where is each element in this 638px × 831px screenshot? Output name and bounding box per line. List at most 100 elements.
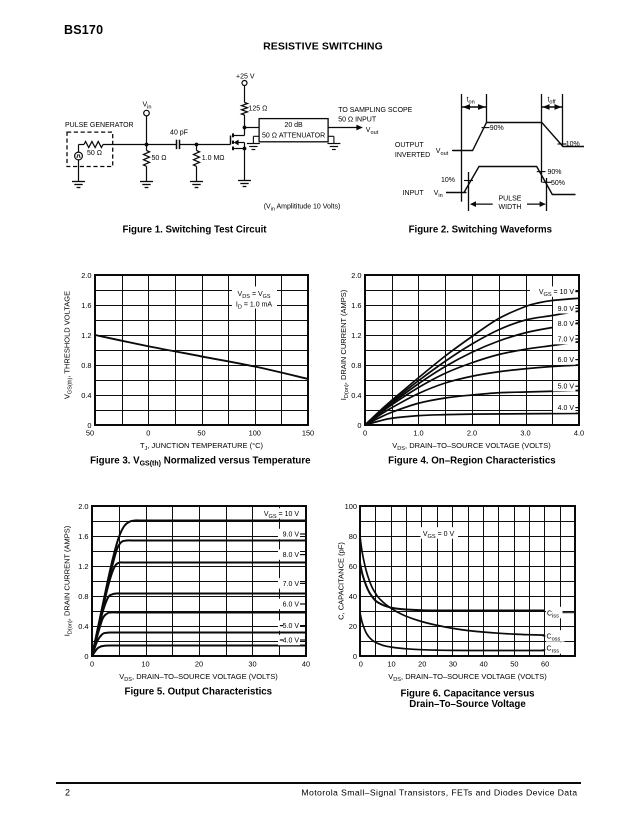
svg-text:VDS, DRAIN–TO–SOURCE VOLTAGE (: VDS, DRAIN–TO–SOURCE VOLTAGE (VOLTS) — [119, 672, 278, 683]
svg-text:10: 10 — [141, 660, 149, 669]
svg-text:ID(on), DRAIN CURRENT (AMPS): ID(on), DRAIN CURRENT (AMPS) — [63, 525, 74, 636]
svg-text:toff: toff — [547, 97, 556, 106]
svg-text:1.0 MΩ: 1.0 MΩ — [202, 155, 225, 162]
svg-text:Motorola Small–Signal Transist: Motorola Small–Signal Transistors, FETs … — [301, 787, 577, 797]
svg-text:Vin: Vin — [142, 102, 151, 111]
svg-text:INVERTED: INVERTED — [395, 152, 430, 159]
svg-text:0: 0 — [84, 652, 88, 661]
svg-text:3.0: 3.0 — [520, 428, 530, 437]
svg-text:Figure 3. VGS(th) Normalized v: Figure 3. VGS(th) Normalized versus Temp… — [90, 456, 311, 468]
svg-text:C, CAPACITANCE (pF): C, CAPACITANCE (pF) — [337, 542, 346, 620]
svg-text:VGS = 10 V: VGS = 10 V — [264, 511, 299, 520]
svg-text:0.8: 0.8 — [81, 361, 91, 370]
svg-text:Figure 5. Output Characteristi: Figure 5. Output Characteristics — [125, 687, 273, 698]
svg-text:1.6: 1.6 — [78, 532, 88, 541]
svg-text:1.2: 1.2 — [81, 331, 91, 340]
svg-text:+25 V: +25 V — [236, 74, 255, 81]
svg-text:150: 150 — [302, 428, 314, 437]
svg-text:0: 0 — [359, 660, 363, 669]
svg-text:Coss: Coss — [547, 634, 561, 643]
svg-text:10%: 10% — [566, 141, 580, 148]
svg-text:VGS = 10 V: VGS = 10 V — [539, 289, 574, 298]
svg-text:60: 60 — [541, 660, 549, 669]
svg-text:20: 20 — [418, 660, 426, 669]
svg-text:1.6: 1.6 — [81, 301, 91, 310]
svg-text:9.0 V: 9.0 V — [283, 532, 300, 539]
svg-text:PULSE: PULSE — [499, 196, 522, 203]
svg-text:40: 40 — [349, 592, 357, 601]
svg-text:0: 0 — [357, 421, 361, 430]
svg-text:20 dB: 20 dB — [284, 122, 303, 129]
svg-text:Vout: Vout — [436, 148, 449, 157]
svg-text:50%: 50% — [551, 180, 565, 187]
svg-text:Vin: Vin — [434, 190, 443, 199]
svg-text:VGS = 0 V: VGS = 0 V — [423, 531, 455, 540]
svg-text:BS170: BS170 — [64, 23, 103, 37]
svg-text:PULSE GENERATOR: PULSE GENERATOR — [65, 122, 134, 129]
svg-text:60: 60 — [349, 562, 357, 571]
svg-text:Vout: Vout — [366, 127, 379, 136]
svg-text:VDS = VGS: VDS = VGS — [238, 291, 271, 300]
svg-text:VDS, DRAIN–TO–SOURCE VOLTAGE (: VDS, DRAIN–TO–SOURCE VOLTAGE (VOLTS) — [392, 441, 551, 452]
svg-text:TJ, JUNCTION TEMPERATURE (°C): TJ, JUNCTION TEMPERATURE (°C) — [140, 441, 264, 452]
svg-text:0: 0 — [87, 421, 91, 430]
svg-text:2.0: 2.0 — [351, 271, 361, 280]
svg-text:40: 40 — [480, 660, 488, 669]
svg-text:50: 50 — [197, 428, 205, 437]
svg-text:0: 0 — [363, 428, 367, 437]
svg-text:6.0 V: 6.0 V — [283, 602, 300, 609]
svg-text:0.8: 0.8 — [78, 592, 88, 601]
svg-text:2.0: 2.0 — [467, 428, 477, 437]
svg-text:10: 10 — [387, 660, 395, 669]
svg-text:0.4: 0.4 — [351, 391, 361, 400]
svg-text:ID(on), DRAIN CURRENT (AMPS): ID(on), DRAIN CURRENT (AMPS) — [339, 289, 350, 400]
svg-text:50: 50 — [86, 428, 94, 437]
svg-text:4.0 V: 4.0 V — [283, 638, 300, 645]
svg-text:20: 20 — [349, 622, 357, 631]
svg-text:VDS, DRAIN–TO–SOURCE VOLTAGE (: VDS, DRAIN–TO–SOURCE VOLTAGE (VOLTS) — [388, 672, 547, 683]
svg-text:40 pF: 40 pF — [170, 130, 188, 137]
svg-text:7.0 V: 7.0 V — [283, 581, 300, 588]
svg-text:Figure 6. Capacitance versus: Figure 6. Capacitance versus — [400, 689, 534, 700]
svg-text:0.4: 0.4 — [81, 391, 91, 400]
svg-text:2.0: 2.0 — [78, 502, 88, 511]
svg-text:10%: 10% — [441, 177, 455, 184]
svg-text:Figure 2. Switching Waveforms: Figure 2. Switching Waveforms — [409, 224, 552, 235]
svg-text:(Vin Amplititude 10 Volts): (Vin Amplititude 10 Volts) — [264, 204, 341, 213]
svg-text:100: 100 — [345, 502, 357, 511]
svg-text:VGS(th), THRESHOLD VOLTAGE: VGS(th), THRESHOLD VOLTAGE — [63, 291, 74, 399]
svg-text:0: 0 — [353, 652, 357, 661]
svg-text:30: 30 — [248, 660, 256, 669]
svg-text:50 Ω INPUT: 50 Ω INPUT — [338, 117, 377, 124]
svg-text:4.0 V: 4.0 V — [558, 405, 575, 412]
svg-text:4.0: 4.0 — [574, 428, 584, 437]
svg-text:Ciss: Ciss — [547, 610, 559, 619]
svg-text:0.4: 0.4 — [78, 622, 88, 631]
svg-text:7.0 V: 7.0 V — [558, 337, 575, 344]
svg-text:8.0 V: 8.0 V — [283, 552, 300, 559]
svg-text:INPUT: INPUT — [403, 190, 425, 197]
svg-text:1.2: 1.2 — [78, 562, 88, 571]
svg-text:40: 40 — [302, 660, 310, 669]
svg-text:5.0 V: 5.0 V — [283, 623, 300, 630]
svg-text:Crss: Crss — [547, 646, 560, 655]
svg-text:1.2: 1.2 — [351, 331, 361, 340]
svg-text:80: 80 — [349, 532, 357, 541]
svg-text:20: 20 — [195, 660, 203, 669]
svg-text:100: 100 — [249, 428, 261, 437]
svg-text:Figure 4. On–Region Characteri: Figure 4. On–Region Characteristics — [388, 456, 555, 467]
svg-text:RESISTIVE SWITCHING: RESISTIVE SWITCHING — [263, 41, 383, 53]
svg-text:0: 0 — [146, 428, 150, 437]
svg-text:1.0: 1.0 — [413, 428, 423, 437]
svg-text:ton: ton — [467, 97, 475, 106]
svg-text:2.0: 2.0 — [81, 271, 91, 280]
svg-text:9.0 V: 9.0 V — [558, 306, 575, 313]
svg-text:0: 0 — [90, 660, 94, 669]
svg-text:50: 50 — [510, 660, 518, 669]
svg-text:2: 2 — [65, 788, 70, 798]
svg-text:OUTPUT: OUTPUT — [395, 142, 425, 149]
svg-text:90%: 90% — [490, 125, 504, 132]
svg-text:30: 30 — [449, 660, 457, 669]
svg-text:0.8: 0.8 — [351, 361, 361, 370]
svg-text:WIDTH: WIDTH — [499, 204, 522, 211]
